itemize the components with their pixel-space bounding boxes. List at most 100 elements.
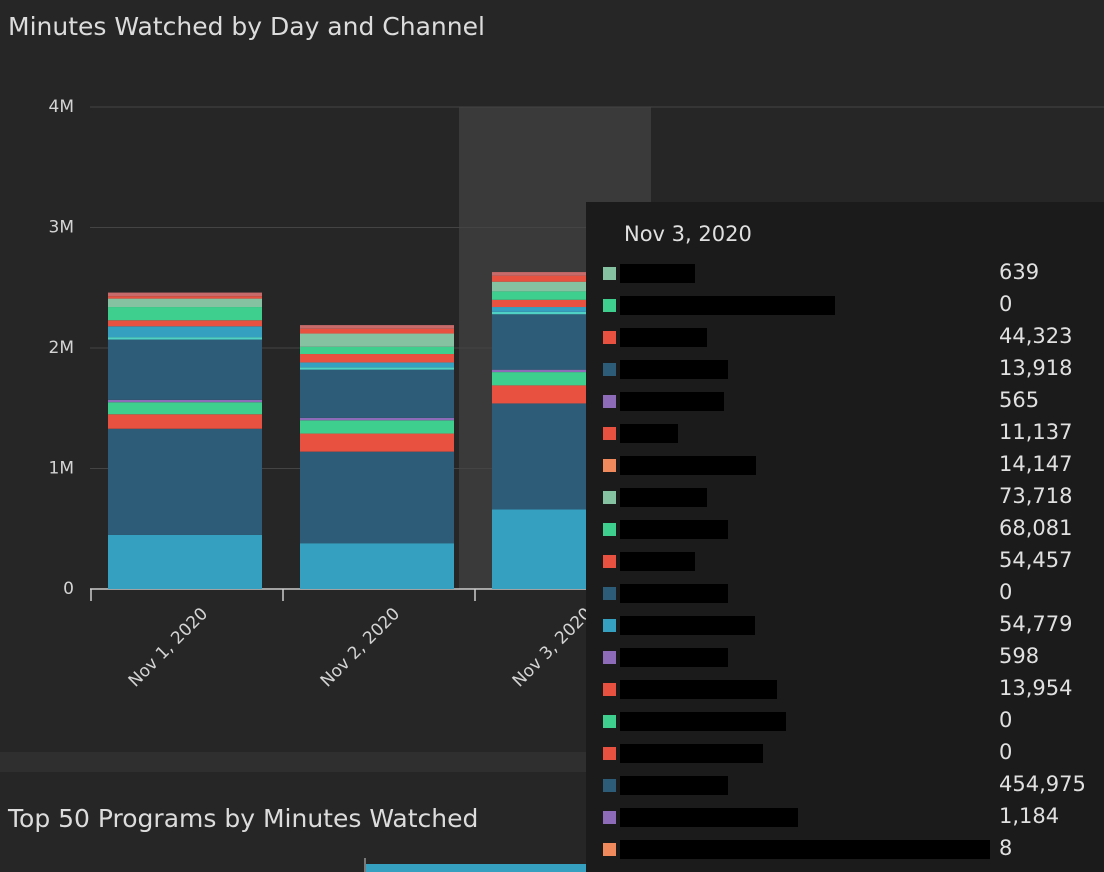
bar-segment	[108, 296, 262, 299]
swatch	[603, 843, 616, 856]
bar-segment	[300, 333, 454, 347]
tooltip-row: 13,954	[586, 674, 1104, 706]
bar-segment	[108, 402, 262, 415]
redaction	[620, 648, 728, 667]
bar-segment	[492, 272, 646, 276]
tooltip-value: 565	[999, 388, 1040, 412]
y-tick-label: 4M	[49, 97, 74, 117]
bar-segment	[492, 275, 646, 282]
bar-segment	[300, 417, 454, 421]
swatch	[603, 267, 616, 280]
tooltip-value: 44,323	[999, 324, 1073, 348]
x-tick-label: Nov 1, 2020	[125, 604, 212, 691]
swatch	[603, 715, 616, 728]
tooltip-row: 44,323	[586, 322, 1104, 354]
tooltip-row: 8	[586, 834, 1104, 866]
tooltip-value: 54,779	[999, 612, 1073, 636]
redaction	[620, 328, 707, 347]
chart-title: Minutes Watched by Day and Channel	[8, 12, 485, 41]
bar-fragment	[366, 864, 606, 872]
tooltip-value: 598	[999, 644, 1040, 668]
bar-segment	[300, 451, 454, 544]
tooltip-value: 454,975	[999, 772, 1086, 796]
swatch	[603, 363, 616, 376]
bar-segment	[492, 369, 646, 373]
redaction	[620, 808, 798, 827]
tooltip-value: 14,147	[999, 452, 1073, 476]
bar-segment	[300, 328, 454, 334]
tooltip-value: 11,137	[999, 420, 1073, 444]
bar-segment	[108, 339, 262, 400]
tooltip-row: 68,081	[586, 514, 1104, 546]
tooltip-row: 0	[586, 706, 1104, 738]
y-tick-label: 2M	[49, 338, 74, 358]
tooltip-row: 73,718	[586, 482, 1104, 514]
redaction	[620, 520, 728, 539]
bar-segment	[300, 420, 454, 434]
bar-segment	[108, 326, 262, 338]
tooltip-value: 0	[999, 740, 1013, 764]
y-tick-label: 0	[63, 579, 74, 599]
bar-segment	[108, 399, 262, 403]
swatch	[603, 619, 616, 632]
tooltip-value: 0	[999, 708, 1013, 732]
redaction	[620, 264, 695, 283]
bar-segment	[108, 307, 262, 321]
tooltip-row: 598	[586, 642, 1104, 674]
bar-segment	[300, 433, 454, 452]
swatch	[603, 555, 616, 568]
tooltip-row: 454,975	[586, 770, 1104, 802]
redaction	[620, 776, 728, 795]
tooltip-row: 11,137	[586, 418, 1104, 450]
bar-segment	[300, 346, 454, 355]
x-tick-label: Nov 3, 2020	[509, 604, 596, 691]
bar-segment	[492, 281, 646, 292]
swatch	[603, 747, 616, 760]
redaction	[620, 840, 990, 859]
tooltip-value: 1,184	[999, 804, 1060, 828]
bar-segment	[108, 428, 262, 535]
bar-segment	[108, 292, 262, 297]
swatch	[603, 651, 616, 664]
bar-segment	[108, 320, 262, 327]
tooltip-value: 13,918	[999, 356, 1073, 380]
swatch	[603, 587, 616, 600]
bar-segment	[492, 291, 646, 300]
panel-title: Top 50 Programs by Minutes Watched	[7, 804, 478, 833]
tooltip-title: Nov 3, 2020	[624, 222, 752, 246]
tooltip-row: 0	[586, 578, 1104, 610]
bar-segment	[300, 325, 454, 329]
tooltip-row: 54,779	[586, 610, 1104, 642]
swatch	[603, 459, 616, 472]
redaction	[620, 488, 707, 507]
swatch	[603, 491, 616, 504]
bar-segment	[300, 369, 454, 418]
swatch	[603, 811, 616, 824]
tooltip-value: 0	[999, 292, 1013, 316]
redaction	[620, 584, 728, 603]
tooltip: Nov 3, 2020 639 0 44,323 13,918 565 11,137 14,…	[586, 202, 1104, 872]
bar-segment	[108, 534, 262, 589]
redaction	[620, 680, 777, 699]
redaction	[620, 424, 678, 443]
tooltip-row: 14,147	[586, 450, 1104, 482]
tooltip-value: 68,081	[999, 516, 1073, 540]
tooltip-row: 0	[586, 290, 1104, 322]
tooltip-value: 0	[999, 580, 1013, 604]
y-tick-label: 1M	[49, 459, 74, 479]
redaction	[620, 456, 756, 475]
bar-segment	[108, 298, 262, 308]
swatch	[603, 299, 616, 312]
tooltip-value: 13,954	[999, 676, 1073, 700]
bar-segment	[300, 543, 454, 589]
y-tick-label: 3M	[49, 218, 74, 238]
swatch	[603, 683, 616, 696]
bar-segment	[300, 354, 454, 363]
bar-segment	[492, 299, 646, 308]
tooltip-value: 73,718	[999, 484, 1073, 508]
redaction	[620, 552, 695, 571]
bar-segment	[300, 362, 454, 368]
swatch	[603, 331, 616, 344]
tooltip-row: 54,457	[586, 546, 1104, 578]
tooltip-row: 1,184	[586, 802, 1104, 834]
